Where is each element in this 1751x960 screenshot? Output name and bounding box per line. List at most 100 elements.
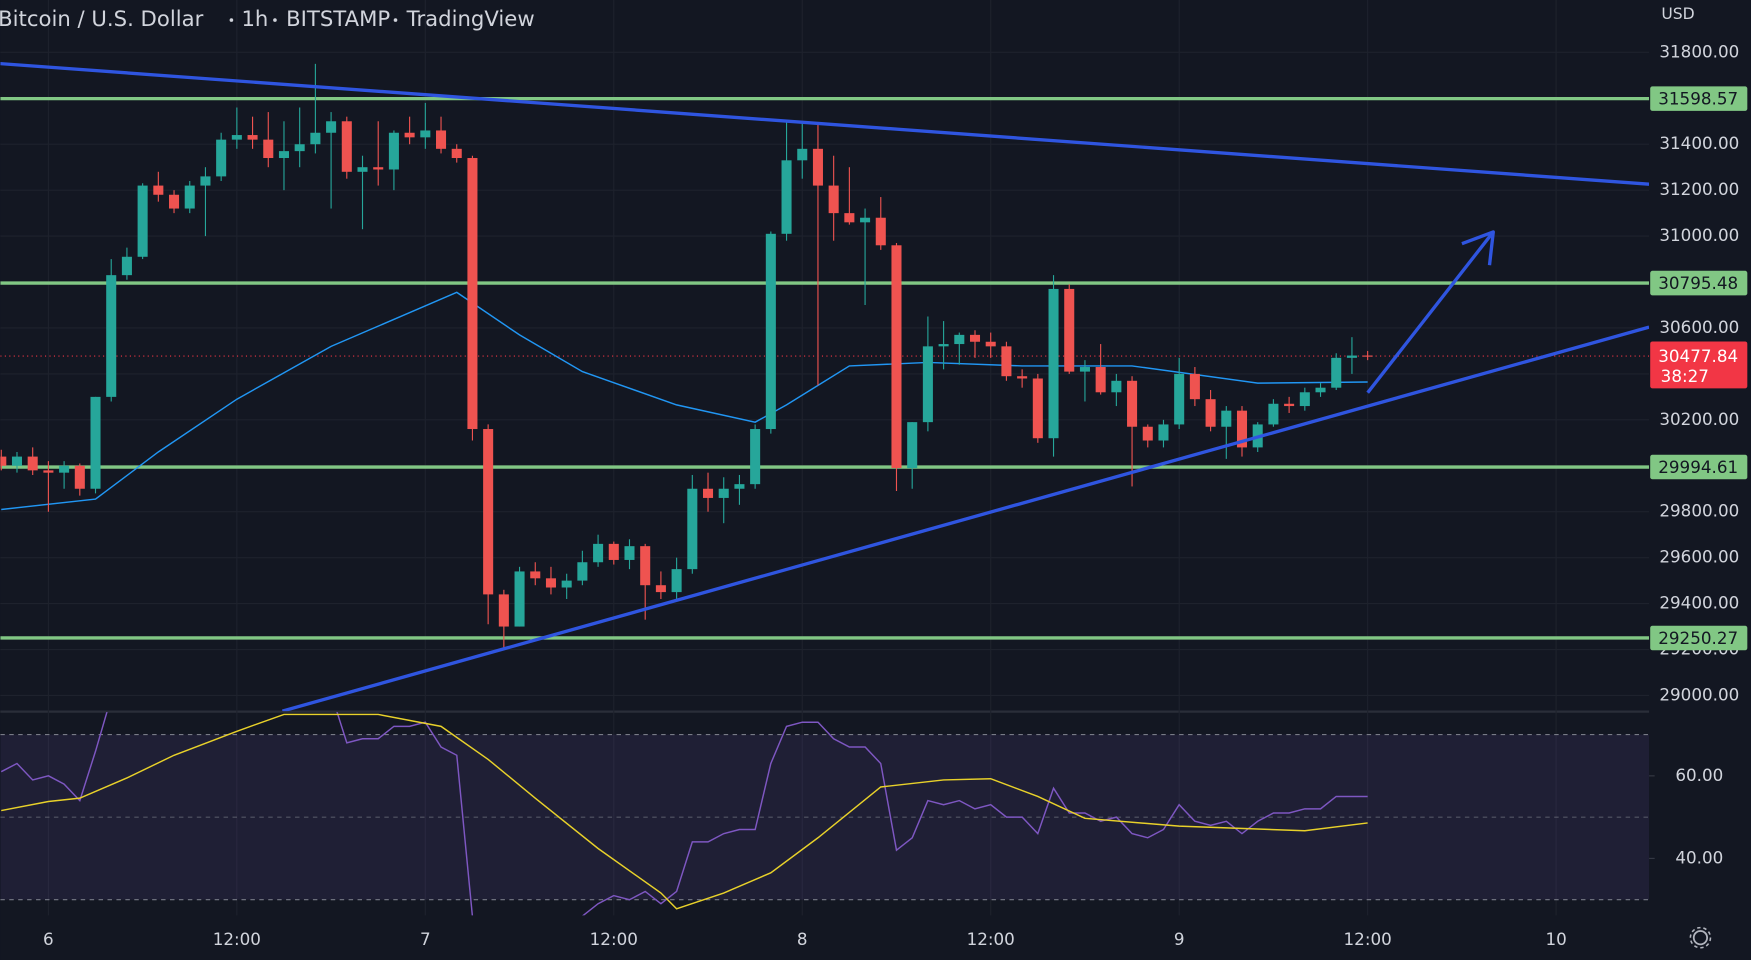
- gear[interactable]: [1692, 930, 1709, 946]
- level-label-box: [1650, 454, 1748, 480]
- candle-body: [216, 139, 227, 177]
- candle-body: [514, 571, 525, 627]
- y-tick-label: 29600.00: [1659, 547, 1739, 567]
- x-tick-label: 6: [43, 929, 54, 949]
- candle-body: [797, 148, 808, 161]
- candle-body: [561, 580, 572, 588]
- candle-body: [1064, 288, 1075, 372]
- y-tick-label: 29400.00: [1659, 593, 1739, 613]
- candle-body: [734, 484, 745, 489]
- candle-body: [1268, 403, 1279, 425]
- candle-body: [43, 470, 54, 473]
- rsi-line: [0, 712, 1368, 916]
- y-tick-label: 31800.00: [1659, 41, 1739, 61]
- candle-body: [1362, 355, 1373, 357]
- candle-body: [718, 488, 729, 498]
- candle-body: [1174, 373, 1185, 425]
- x-tick-label: 8: [797, 929, 808, 949]
- candle-body: [1299, 392, 1310, 407]
- candle-body: [1001, 346, 1012, 377]
- level-label-box: [1650, 86, 1748, 111]
- candle-body: [498, 594, 509, 627]
- settings-icon[interactable]: [1689, 926, 1712, 949]
- candle-body: [954, 334, 965, 345]
- price-pane: [0, 61, 1650, 712]
- candle-body: [938, 344, 949, 347]
- x-tick-label: 10: [1545, 929, 1566, 949]
- candle-body: [0, 456, 7, 466]
- last-price-label: 30477.84: [1658, 346, 1738, 366]
- candle-body: [1032, 378, 1043, 439]
- rsi-signal: [1, 713, 1368, 910]
- x-tick-label: 7: [420, 929, 431, 949]
- rsi-tick-label: 40.00: [1675, 847, 1723, 867]
- candle-body: [373, 167, 384, 170]
- x-tick-label: 12:00: [590, 929, 638, 949]
- candle-body: [781, 160, 792, 234]
- candle-body: [247, 135, 258, 140]
- candle-body: [106, 275, 117, 397]
- y-tick-label: 31400.00: [1659, 133, 1739, 153]
- candle-body: [1236, 410, 1248, 448]
- candle-body: [1315, 387, 1326, 393]
- candle-body: [357, 167, 368, 172]
- gear-teeth[interactable]: [1689, 926, 1712, 949]
- candle-body: [1127, 380, 1138, 427]
- candle-body: [121, 256, 132, 276]
- candle-body: [326, 121, 337, 133]
- candle-body: [1221, 410, 1232, 427]
- candle-body: [294, 144, 305, 152]
- candle-body: [687, 488, 698, 570]
- candle-body: [875, 217, 886, 246]
- level-label: 31598.57: [1658, 89, 1738, 109]
- candle-body: [702, 488, 714, 498]
- candle-body: [90, 396, 101, 489]
- candle-body: [341, 121, 352, 172]
- candle-body: [640, 546, 651, 586]
- candle-body: [655, 585, 666, 593]
- candle-body: [891, 245, 902, 469]
- candle-body: [624, 546, 635, 560]
- candle-body: [1205, 399, 1216, 427]
- candle-body: [577, 562, 588, 581]
- separator: [393, 18, 398, 22]
- candle-body: [310, 132, 321, 145]
- candle-body: [1017, 376, 1028, 379]
- level-label: 30795.48: [1658, 273, 1738, 293]
- candle-body: [184, 185, 195, 209]
- candle-body: [530, 571, 541, 579]
- y-tick-label: 31200.00: [1659, 179, 1739, 199]
- candle-body: [1331, 357, 1342, 388]
- candle-body: [1079, 367, 1090, 372]
- rsi-tick-label: 60.00: [1675, 765, 1723, 785]
- candle-body: [11, 456, 23, 466]
- candle-body: [27, 456, 38, 471]
- interval: 1h: [241, 6, 268, 31]
- level-label: 29994.61: [1658, 457, 1738, 477]
- candle-body: [483, 429, 494, 595]
- y-tick-label: 30600.00: [1659, 317, 1739, 337]
- x-tick-label: 9: [1174, 929, 1185, 949]
- trendline: [281, 325, 1650, 712]
- arrow-head: [1461, 230, 1495, 266]
- candle-body: [907, 422, 918, 469]
- candle-body: [404, 132, 415, 138]
- candle-body: [59, 465, 70, 473]
- candle-body: [765, 233, 776, 430]
- candle-body: [922, 346, 933, 423]
- candle-body: [545, 578, 556, 588]
- candle-body: [169, 194, 180, 209]
- countdown: 38:27: [1661, 366, 1709, 386]
- candle-body: [985, 341, 996, 347]
- arrow: [1366, 230, 1495, 394]
- candle-body: [231, 135, 242, 140]
- candle-body: [451, 148, 462, 159]
- candle-body: [137, 185, 148, 257]
- candle-body: [844, 213, 855, 223]
- x-tick-label: 12:00: [967, 929, 1015, 949]
- candle-body: [860, 217, 871, 223]
- candle-body: [1095, 367, 1106, 393]
- last-price-box: [1650, 341, 1748, 389]
